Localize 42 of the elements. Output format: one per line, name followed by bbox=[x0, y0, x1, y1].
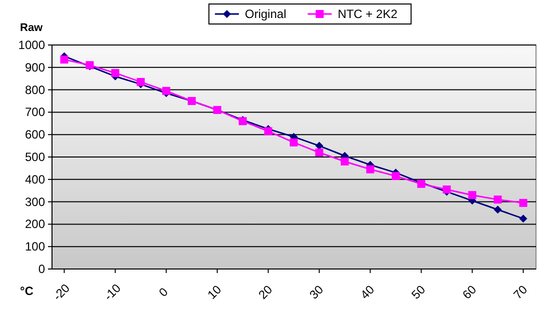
point bbox=[392, 172, 400, 180]
legend-label: Original bbox=[244, 7, 286, 21]
y-tick-label: 400 bbox=[24, 172, 46, 186]
y-tick-label: 500 bbox=[24, 150, 46, 164]
point bbox=[315, 148, 324, 157]
y-tick-label: 1000 bbox=[18, 38, 46, 52]
point bbox=[111, 69, 120, 77]
point bbox=[442, 185, 451, 194]
point bbox=[136, 78, 145, 86]
y-tick-label: 600 bbox=[24, 128, 46, 142]
y-tick-label: 900 bbox=[24, 60, 46, 74]
x-tick-label: 10 bbox=[204, 282, 224, 302]
x-tick-label: 40 bbox=[358, 282, 378, 302]
point bbox=[494, 196, 502, 204]
point bbox=[366, 165, 374, 174]
point bbox=[162, 86, 170, 95]
point bbox=[264, 127, 272, 136]
legend-label: NTC + 2K2 bbox=[338, 7, 398, 21]
x-tick-label: -10 bbox=[101, 280, 124, 304]
point bbox=[315, 142, 324, 150]
point bbox=[519, 214, 528, 223]
point bbox=[60, 56, 68, 64]
y-tick-label: 300 bbox=[24, 194, 46, 209]
y-tick-label: 100 bbox=[24, 240, 46, 254]
y-tick-label: 0 bbox=[38, 262, 46, 276]
y-tick-label: 200 bbox=[24, 217, 46, 232]
x-tick-label: 30 bbox=[306, 282, 326, 302]
point bbox=[468, 191, 476, 200]
x-axis-title: °C bbox=[20, 284, 34, 298]
y-tick-label: 800 bbox=[24, 82, 46, 97]
point bbox=[340, 157, 349, 166]
point bbox=[519, 198, 528, 207]
y-axis-title: Raw bbox=[20, 22, 44, 34]
x-tick-label: -20 bbox=[50, 280, 73, 304]
x-tick-label: 50 bbox=[408, 282, 428, 302]
x-tick-label: 20 bbox=[256, 282, 276, 302]
x-tick-label: 70 bbox=[510, 282, 530, 302]
x-tick-label: 60 bbox=[460, 282, 480, 302]
point bbox=[290, 138, 298, 146]
y-tick-label: 700 bbox=[24, 105, 46, 120]
point bbox=[494, 206, 502, 214]
x-tick-label: 0 bbox=[156, 284, 171, 300]
